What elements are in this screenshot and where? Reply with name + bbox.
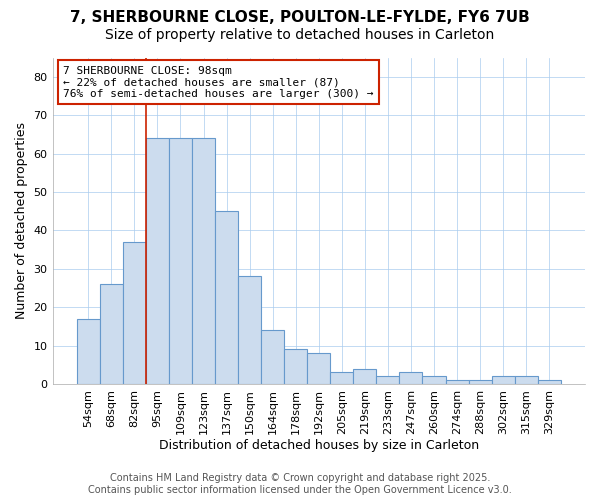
- Bar: [330, 372, 353, 384]
- Bar: [77, 318, 100, 384]
- X-axis label: Distribution of detached houses by size in Carleton: Distribution of detached houses by size …: [159, 440, 479, 452]
- Bar: [192, 138, 215, 384]
- Bar: [123, 242, 146, 384]
- Bar: [146, 138, 169, 384]
- Text: 7, SHERBOURNE CLOSE, POULTON-LE-FYLDE, FY6 7UB: 7, SHERBOURNE CLOSE, POULTON-LE-FYLDE, F…: [70, 10, 530, 25]
- Bar: [215, 211, 238, 384]
- Text: Contains HM Land Registry data © Crown copyright and database right 2025.
Contai: Contains HM Land Registry data © Crown c…: [88, 474, 512, 495]
- Bar: [284, 350, 307, 384]
- Bar: [238, 276, 261, 384]
- Text: Size of property relative to detached houses in Carleton: Size of property relative to detached ho…: [106, 28, 494, 42]
- Bar: [261, 330, 284, 384]
- Bar: [169, 138, 192, 384]
- Bar: [376, 376, 400, 384]
- Text: 7 SHERBOURNE CLOSE: 98sqm
← 22% of detached houses are smaller (87)
76% of semi-: 7 SHERBOURNE CLOSE: 98sqm ← 22% of detac…: [63, 66, 374, 99]
- Bar: [353, 368, 376, 384]
- Bar: [515, 376, 538, 384]
- Y-axis label: Number of detached properties: Number of detached properties: [15, 122, 28, 319]
- Bar: [100, 284, 123, 384]
- Bar: [446, 380, 469, 384]
- Bar: [469, 380, 491, 384]
- Bar: [307, 353, 330, 384]
- Bar: [400, 372, 422, 384]
- Bar: [538, 380, 561, 384]
- Bar: [422, 376, 446, 384]
- Bar: [491, 376, 515, 384]
